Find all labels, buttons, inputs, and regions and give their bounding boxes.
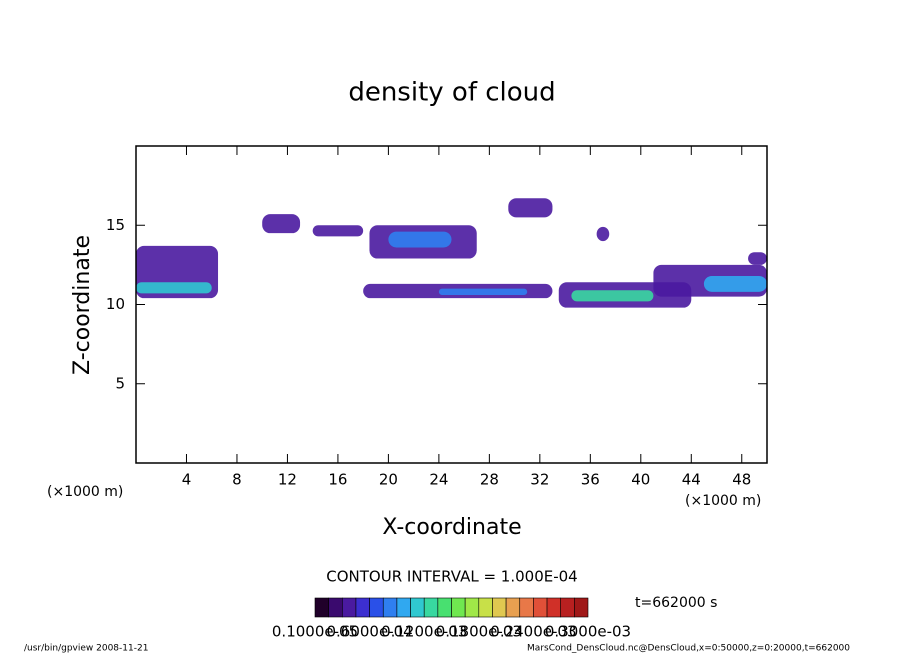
cloud-region — [262, 214, 301, 234]
colorbar-cell — [369, 597, 384, 618]
cloud-region — [748, 252, 767, 265]
colorbar-cell — [451, 597, 466, 618]
colorbar-label: 0.1800e-03 — [436, 623, 522, 641]
x-tick-label: 40 — [631, 471, 650, 489]
x-unit: (×1000 m) — [685, 493, 761, 509]
x-tick-label: 32 — [530, 471, 549, 489]
cloud-region — [388, 231, 452, 248]
colorbar-cell — [341, 597, 357, 618]
colorbar-label: 0.3000e-03 — [545, 623, 631, 641]
x-tick-label: 12 — [278, 471, 297, 489]
x-tick-label: 20 — [379, 471, 398, 489]
colorbar-cell — [314, 597, 329, 618]
colorbar-label: 0.6000e-04 — [326, 623, 412, 641]
colorbar-cell — [560, 597, 575, 618]
y-tick-label: 10 — [106, 295, 125, 313]
y-unit: (×1000 m) — [47, 484, 123, 500]
y-axis-label: Z-coordinate — [70, 235, 95, 375]
cloud-region — [136, 282, 212, 294]
x-tick-label: 8 — [232, 471, 242, 489]
y-tick-label: 15 — [106, 216, 125, 234]
cloud-region — [703, 275, 767, 292]
colorbar-cell — [533, 597, 548, 618]
colorbar-label: 0.1000e-05 — [272, 623, 358, 641]
colorbar-label: 0.1200e-03 — [381, 623, 467, 641]
x-tick-label: 28 — [480, 471, 499, 489]
colorbar-cell — [505, 597, 521, 618]
colorbar-cell — [382, 597, 398, 618]
time-label: t=662000 s — [635, 595, 717, 611]
y-tick-label: 5 — [115, 374, 125, 392]
colorbar-cell — [478, 597, 493, 618]
colorbar-cell — [464, 597, 480, 618]
contour-interval: CONTOUR INTERVAL = 1.000E-04 — [326, 568, 577, 586]
colorbar-cell — [396, 597, 411, 618]
x-tick-label: 48 — [732, 471, 751, 489]
colorbar-cell — [328, 597, 343, 618]
colorbar-cell — [355, 597, 370, 618]
cloud-region — [312, 225, 364, 237]
x-tick-label: 44 — [682, 471, 701, 489]
x-tick-label: 16 — [328, 471, 347, 489]
chart-title: density of cloud — [348, 78, 555, 108]
cloud-region — [508, 198, 553, 218]
colorbar-label: 0.2400e-03 — [490, 623, 576, 641]
x-axis-label: X-coordinate — [382, 515, 521, 540]
footer-right: MarsCond_DensCloud.nc@DensCloud,x=0:5000… — [527, 644, 850, 654]
colorbar-cell — [410, 597, 425, 618]
x-tick-label: 4 — [182, 471, 192, 489]
x-tick-label: 36 — [581, 471, 600, 489]
x-tick-label: 24 — [429, 471, 448, 489]
colorbar-cell — [492, 597, 507, 618]
colorbar-cell — [546, 597, 561, 618]
colorbar-cell — [574, 597, 589, 618]
colorbar-cell — [519, 597, 534, 618]
colorbar-cell — [423, 597, 439, 618]
footer-left: /usr/bin/gpview 2008-11-21 — [24, 644, 148, 654]
colorbar-cell — [437, 597, 452, 618]
cloud-region — [571, 290, 654, 302]
cloud-region — [596, 226, 610, 242]
cloud-region — [438, 288, 528, 295]
